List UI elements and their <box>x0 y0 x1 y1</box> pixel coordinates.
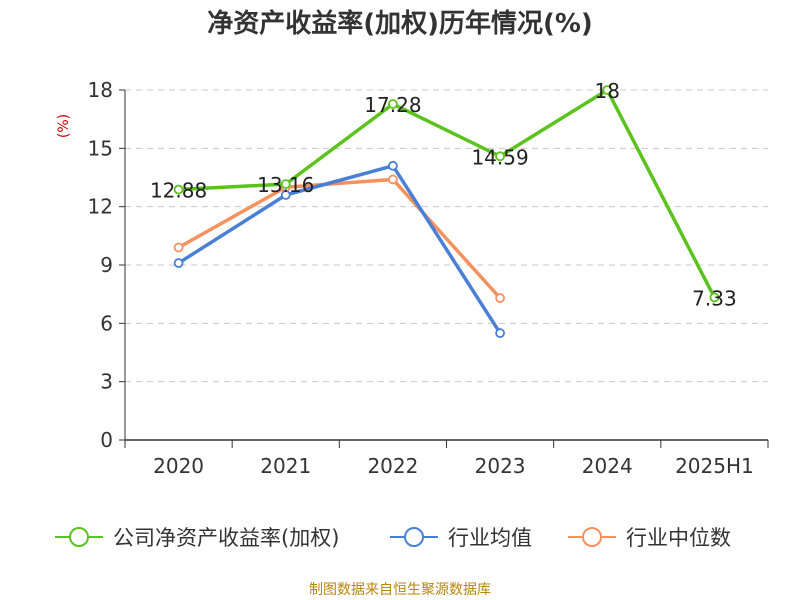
axes: 0 3 6 9 12 15 18 2020 2021 2022 2023 2024 2025H1 <box>88 78 769 478</box>
data-label: 13.16 <box>257 173 314 197</box>
legend-marker-2 <box>582 527 602 547</box>
data-point-series-0 <box>173 184 184 195</box>
source-note: 制图数据来自恒生聚源数据库 <box>309 582 491 598</box>
y-tick-label: 18 <box>88 78 113 102</box>
data-point-series-2 <box>173 242 184 253</box>
data-point-series-0 <box>495 151 505 162</box>
x-tick-label: 2024 <box>582 454 633 478</box>
data-point-series-2 <box>495 293 505 303</box>
series-line-2 <box>176 177 502 300</box>
y-tick-label: 3 <box>100 370 113 394</box>
legend-label-2: 行业中位数 <box>626 526 731 550</box>
legend: 公司净资产收益率(加权) 行业均值 行业中位数 <box>55 526 731 550</box>
data-point-series-0 <box>709 292 720 303</box>
data-point-series-1 <box>280 190 291 200</box>
y-tick-label: 15 <box>88 136 113 160</box>
legend-marker-1 <box>404 527 424 547</box>
y-tick-label: 6 <box>100 311 113 335</box>
y-tick-label: 9 <box>100 253 113 277</box>
legend-label-0: 公司净资产收益率(加权) <box>113 526 339 550</box>
data-point-series-0 <box>602 85 613 95</box>
y-tick-label: 0 <box>100 428 113 452</box>
data-point-series-1 <box>388 160 398 171</box>
data-label: 17.28 <box>364 93 421 117</box>
data-point-series-1 <box>173 258 184 268</box>
x-tick-label: 2022 <box>367 454 418 478</box>
x-tick-label: 2021 <box>260 454 311 478</box>
legend-marker-0 <box>69 527 89 547</box>
series-lines <box>173 85 720 338</box>
gridlines <box>125 89 768 383</box>
data-point-series-0 <box>388 99 398 109</box>
data-labels: 12.88 13.16 17.28 14.59 18 7.33 <box>150 79 737 310</box>
data-point-series-1 <box>495 328 505 338</box>
data-label: 14.59 <box>471 145 528 169</box>
data-label: 18 <box>595 79 620 103</box>
y-tick-label: 12 <box>88 195 113 219</box>
x-tick-label: 2020 <box>153 454 204 478</box>
chart-title: 净资产收益率(加权)历年情况(%) <box>207 8 593 39</box>
x-tick-label: 2023 <box>475 454 526 478</box>
x-tick-label: 2025H1 <box>675 454 754 478</box>
y-axis-unit-label: (%) <box>56 114 72 138</box>
data-point-series-0 <box>280 179 291 190</box>
series-line-1 <box>176 164 502 335</box>
series-line-0 <box>176 88 717 300</box>
data-label: 7.33 <box>692 286 737 310</box>
data-label: 12.88 <box>150 179 207 203</box>
data-point-series-2 <box>388 174 398 185</box>
legend-label-1: 行业均值 <box>448 526 532 550</box>
